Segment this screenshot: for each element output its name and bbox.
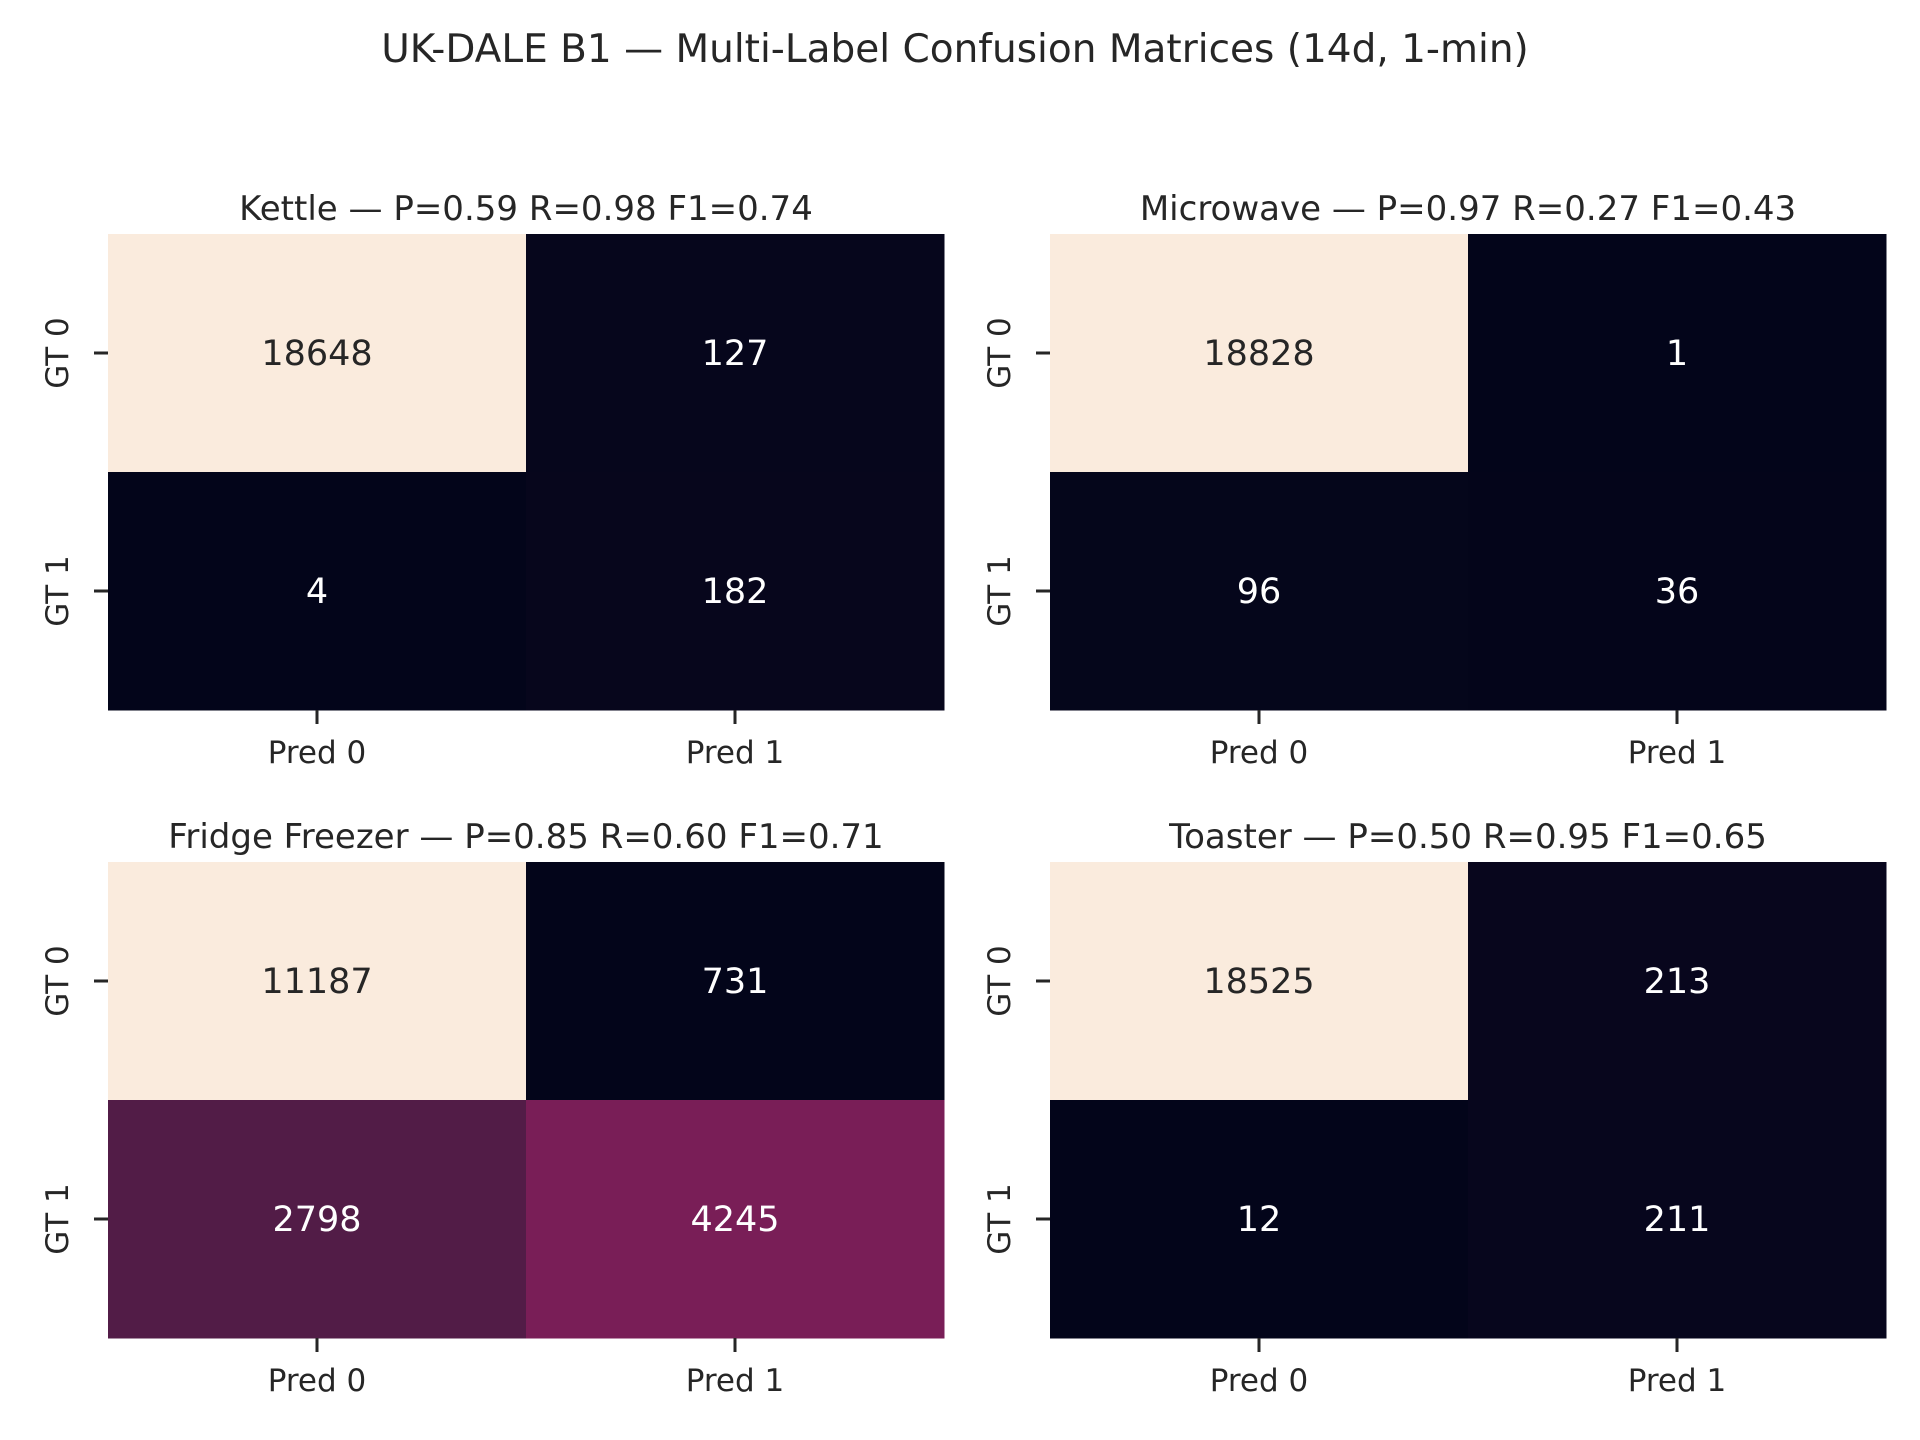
heatmap-cell bbox=[108, 234, 527, 473]
cell-value-label: 182 bbox=[702, 572, 769, 612]
heatmap-cell bbox=[1050, 234, 1469, 473]
heatmap-panel-2: Microwave — P=0.97 R=0.27 F1=0.43 18828 1 9… bbox=[982, 189, 1887, 771]
heatmap-cell bbox=[526, 234, 945, 473]
panel-title: Microwave — P=0.97 R=0.27 F1=0.43 bbox=[1140, 189, 1796, 229]
y-tick-label: GT 1 bbox=[982, 555, 1018, 626]
heatmap-panel-1: Kettle — P=0.59 R=0.98 F1=0.74 18648 127 4 1… bbox=[40, 189, 945, 771]
heatmap-cell bbox=[1468, 472, 1887, 711]
heatmap-cell bbox=[526, 862, 945, 1101]
cell-value-label: 211 bbox=[1644, 1200, 1711, 1240]
heatmap-cell bbox=[526, 472, 945, 711]
cell-value-label: 213 bbox=[1644, 962, 1711, 1002]
x-tick-label: Pred 0 bbox=[268, 1363, 367, 1399]
cell-value-label: 18648 bbox=[261, 334, 372, 374]
panel-title: Kettle — P=0.59 R=0.98 F1=0.74 bbox=[239, 189, 813, 229]
cell-value-label: 11187 bbox=[261, 962, 372, 1002]
heatmap-cell bbox=[1050, 862, 1469, 1101]
heatmap-panels: Kettle — P=0.59 R=0.98 F1=0.74 18648 127 4 1… bbox=[40, 189, 1887, 1399]
y-tick-label: GT 1 bbox=[982, 1183, 1018, 1254]
heatmap-cell bbox=[526, 1100, 945, 1339]
heatmap-cell bbox=[1468, 862, 1887, 1101]
x-tick-label: Pred 0 bbox=[1210, 735, 1309, 771]
x-tick-label: Pred 1 bbox=[1628, 1363, 1727, 1399]
panel-title: Fridge Freezer — P=0.85 R=0.60 F1=0.71 bbox=[168, 817, 883, 857]
x-tick-label: Pred 0 bbox=[268, 735, 367, 771]
cell-value-label: 731 bbox=[702, 962, 769, 1002]
cell-value-label: 18525 bbox=[1203, 962, 1314, 1002]
cell-value-label: 18828 bbox=[1203, 334, 1314, 374]
figure-suptitle: UK-DALE B1 — Multi-Label Confusion Matri… bbox=[381, 27, 1529, 72]
panel-title: Toaster — P=0.50 R=0.95 F1=0.65 bbox=[1168, 817, 1767, 857]
y-tick-label: GT 1 bbox=[40, 1183, 76, 1254]
y-tick-label: GT 0 bbox=[40, 945, 76, 1016]
heatmap-cell bbox=[1468, 1100, 1887, 1339]
y-tick-label: GT 0 bbox=[982, 945, 1018, 1016]
heatmap-panel-4: Toaster — P=0.50 R=0.95 F1=0.65 18525 213 1… bbox=[982, 817, 1887, 1399]
heatmap-panel-3: Fridge Freezer — P=0.85 R=0.60 F1=0.71 11… bbox=[40, 817, 945, 1399]
heatmap-cell bbox=[108, 1100, 527, 1339]
x-tick-label: Pred 1 bbox=[1628, 735, 1727, 771]
y-tick-label: GT 0 bbox=[982, 317, 1018, 388]
y-tick-label: GT 1 bbox=[40, 555, 76, 626]
cell-value-label: 127 bbox=[702, 334, 769, 374]
x-tick-label: Pred 0 bbox=[1210, 1363, 1309, 1399]
heatmap-cell bbox=[108, 472, 527, 711]
x-tick-label: Pred 1 bbox=[686, 735, 785, 771]
heatmap-cell bbox=[1050, 472, 1469, 711]
heatmap-cell bbox=[108, 862, 527, 1101]
cell-value-label: 12 bbox=[1237, 1200, 1282, 1240]
x-tick-label: Pred 1 bbox=[686, 1363, 785, 1399]
heatmap-cell bbox=[1468, 234, 1887, 473]
cell-value-label: 4 bbox=[306, 572, 328, 612]
y-tick-label: GT 0 bbox=[40, 317, 76, 388]
cell-value-label: 36 bbox=[1655, 572, 1700, 612]
cell-value-label: 2798 bbox=[272, 1200, 361, 1240]
cell-value-label: 4245 bbox=[690, 1200, 779, 1240]
heatmap-cell bbox=[1050, 1100, 1469, 1339]
cell-value-label: 96 bbox=[1237, 572, 1282, 612]
cell-value-label: 1 bbox=[1666, 334, 1688, 374]
